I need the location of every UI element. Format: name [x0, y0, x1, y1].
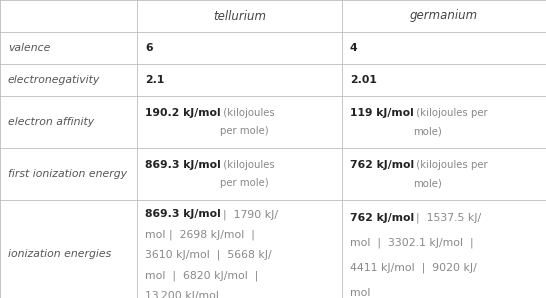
Text: 190.2 kJ/mol: 190.2 kJ/mol	[145, 108, 221, 118]
Text: (kilojoules per: (kilojoules per	[413, 160, 488, 170]
Text: 762 kJ/mol: 762 kJ/mol	[350, 160, 414, 170]
Text: 6: 6	[145, 43, 153, 53]
Text: mole): mole)	[413, 179, 442, 188]
Text: valence: valence	[8, 43, 50, 53]
Text: ionization energies: ionization energies	[8, 249, 111, 259]
Text: 2.01: 2.01	[350, 75, 377, 85]
Text: first ionization energy: first ionization energy	[8, 169, 127, 179]
Text: 869.3 kJ/mol: 869.3 kJ/mol	[145, 209, 221, 219]
Text: |  1537.5 kJ/: | 1537.5 kJ/	[409, 212, 481, 223]
Text: 4: 4	[350, 43, 358, 53]
Text: germanium: germanium	[410, 10, 478, 23]
Text: (kilojoules per: (kilojoules per	[413, 108, 488, 118]
Text: 119 kJ/mol: 119 kJ/mol	[350, 108, 414, 118]
Text: mol  |  6820 kJ/mol  |: mol | 6820 kJ/mol |	[145, 270, 258, 281]
Text: mol  |  3302.1 kJ/mol  |: mol | 3302.1 kJ/mol |	[350, 238, 473, 248]
Text: mole): mole)	[413, 126, 442, 136]
Text: (kilojoules: (kilojoules	[221, 160, 275, 170]
Text: 13 200 kJ/mol: 13 200 kJ/mol	[145, 291, 219, 298]
Text: per mole): per mole)	[221, 179, 269, 188]
Text: 2.1: 2.1	[145, 75, 164, 85]
Text: 3610 kJ/mol  |  5668 kJ/: 3610 kJ/mol | 5668 kJ/	[145, 250, 271, 260]
Text: mol: mol	[145, 230, 165, 240]
Text: 4411 kJ/mol  |  9020 kJ/: 4411 kJ/mol | 9020 kJ/	[350, 263, 477, 273]
Text: (kilojoules: (kilojoules	[221, 108, 275, 118]
Text: 762 kJ/mol: 762 kJ/mol	[350, 212, 414, 223]
Text: mol: mol	[350, 288, 370, 298]
Text: electron affinity: electron affinity	[8, 117, 94, 127]
Text: |  1790 kJ/: | 1790 kJ/	[216, 209, 278, 220]
Text: electronegativity: electronegativity	[8, 75, 100, 85]
Text: tellurium: tellurium	[213, 10, 266, 23]
Text: |  2698 kJ/mol  |: | 2698 kJ/mol |	[162, 229, 255, 240]
Text: per mole): per mole)	[221, 126, 269, 136]
Text: 869.3 kJ/mol: 869.3 kJ/mol	[145, 160, 221, 170]
